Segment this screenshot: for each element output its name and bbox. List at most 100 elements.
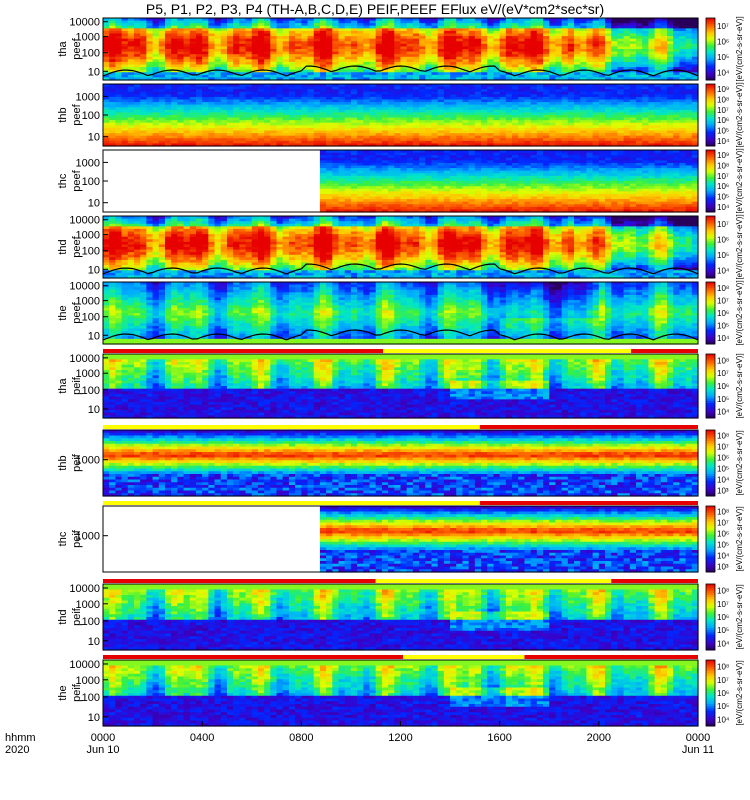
- heatmap-cell: [654, 61, 662, 66]
- heatmap-cell: [226, 28, 234, 32]
- heatmap-cell: [270, 43, 278, 48]
- heatmap-cell: [518, 54, 526, 58]
- heatmap-cell: [450, 77, 457, 81]
- heatmap-cell: [406, 77, 414, 81]
- heatmap-cell: [195, 138, 203, 142]
- heatmap-cell: [146, 30, 154, 35]
- heatmap-cell: [642, 72, 650, 76]
- heatmap-cell: [679, 25, 687, 29]
- heatmap-cell: [505, 59, 513, 63]
- heatmap-cell: [611, 36, 619, 40]
- heatmap-cell: [233, 43, 240, 48]
- heatmap-cell: [431, 41, 439, 45]
- heatmap-cell: [667, 38, 674, 42]
- heatmap-cell: [202, 28, 209, 32]
- heatmap-cell: [251, 130, 259, 134]
- heatmap-cell: [357, 38, 364, 42]
- heatmap-cell: [264, 36, 271, 40]
- heatmap-cell: [313, 115, 321, 119]
- heatmap-cell: [685, 54, 693, 58]
- heatmap-cell: [567, 41, 575, 45]
- heatmap-cell: [567, 77, 575, 81]
- heatmap-cell: [282, 36, 290, 40]
- heatmap-cell: [208, 49, 216, 53]
- heatmap-cell: [251, 64, 259, 68]
- heatmap-cell: [617, 49, 625, 53]
- heatmap-cell: [270, 38, 278, 42]
- heatmap-cell: [344, 30, 352, 35]
- heatmap-cell: [611, 51, 619, 55]
- heatmap-cell: [257, 41, 265, 45]
- heatmap-cell: [282, 54, 290, 58]
- heatmap-cell: [419, 59, 426, 63]
- heatmap-cell: [543, 20, 550, 24]
- heatmap-cell: [152, 59, 160, 63]
- heatmap-cell: [350, 74, 358, 79]
- heatmap-cell: [344, 36, 352, 40]
- heatmap-cell: [586, 46, 594, 50]
- heatmap-cell: [301, 74, 309, 79]
- heatmap-cell: [660, 49, 668, 53]
- heatmap-cell: [140, 130, 147, 134]
- heatmap-cell: [592, 33, 600, 37]
- heatmap-cell: [220, 130, 228, 134]
- heatmap-cell: [332, 38, 340, 42]
- heatmap-cell: [301, 143, 309, 147]
- heatmap-cell: [512, 56, 519, 60]
- heatmap-cell: [282, 125, 290, 129]
- heatmap-cell: [233, 56, 240, 60]
- heatmap-cell: [301, 135, 309, 139]
- heatmap-cell: [530, 46, 538, 50]
- heatmap-cell: [673, 33, 681, 37]
- heatmap-cell: [443, 49, 451, 53]
- heatmap-cell: [363, 115, 371, 119]
- heatmap-cell: [394, 46, 402, 50]
- heatmap-cell: [381, 72, 389, 76]
- heatmap-cell: [164, 122, 172, 126]
- heatmap-cell: [394, 25, 402, 29]
- heatmap-cell: [474, 30, 482, 35]
- colorbar-cell: [706, 30, 715, 33]
- heatmap-cell: [369, 51, 377, 55]
- heatmap-cell: [586, 23, 594, 27]
- heatmap-cell: [158, 43, 166, 48]
- heatmap-cell: [301, 86, 309, 90]
- heatmap-cell: [660, 33, 668, 37]
- heatmap-cell: [319, 59, 327, 63]
- heatmap-cell: [555, 74, 563, 79]
- heatmap-cell: [109, 143, 116, 147]
- heatmap-cell: [481, 20, 488, 24]
- heatmap-cell: [152, 33, 160, 37]
- heatmap-cell: [208, 130, 216, 134]
- heatmap-cell: [264, 43, 271, 48]
- heatmap-cell: [406, 23, 414, 27]
- heatmap-cell: [580, 38, 588, 42]
- heatmap-cell: [636, 59, 643, 63]
- heatmap-cell: [685, 77, 693, 81]
- heatmap-cell: [524, 49, 532, 53]
- heatmap-cell: [251, 33, 259, 37]
- heatmap-cell: [667, 20, 674, 24]
- heatmap-cell: [350, 20, 358, 24]
- heatmap-cell: [518, 59, 526, 63]
- heatmap-cell: [586, 25, 594, 29]
- heatmap-cell: [332, 125, 340, 129]
- heatmap-cell: [319, 54, 327, 58]
- heatmap-cell: [555, 36, 563, 40]
- heatmap-cell: [313, 20, 321, 24]
- heatmap-cell: [567, 33, 575, 37]
- heatmap-cell: [158, 59, 166, 63]
- heatmap-cell: [456, 61, 464, 66]
- heatmap-cell: [133, 72, 141, 76]
- heatmap-cell: [158, 67, 166, 71]
- energy-tick-label: 10: [88, 66, 100, 78]
- heatmap-cell: [344, 91, 352, 95]
- heatmap-cell: [288, 99, 296, 103]
- heatmap-cell: [164, 59, 172, 63]
- heatmap-cell: [214, 61, 222, 66]
- heatmap-cell: [183, 104, 191, 108]
- heatmap-cell: [592, 25, 600, 29]
- heatmap-cell: [109, 127, 116, 132]
- heatmap-cell: [183, 91, 191, 95]
- heatmap-cell: [344, 23, 352, 27]
